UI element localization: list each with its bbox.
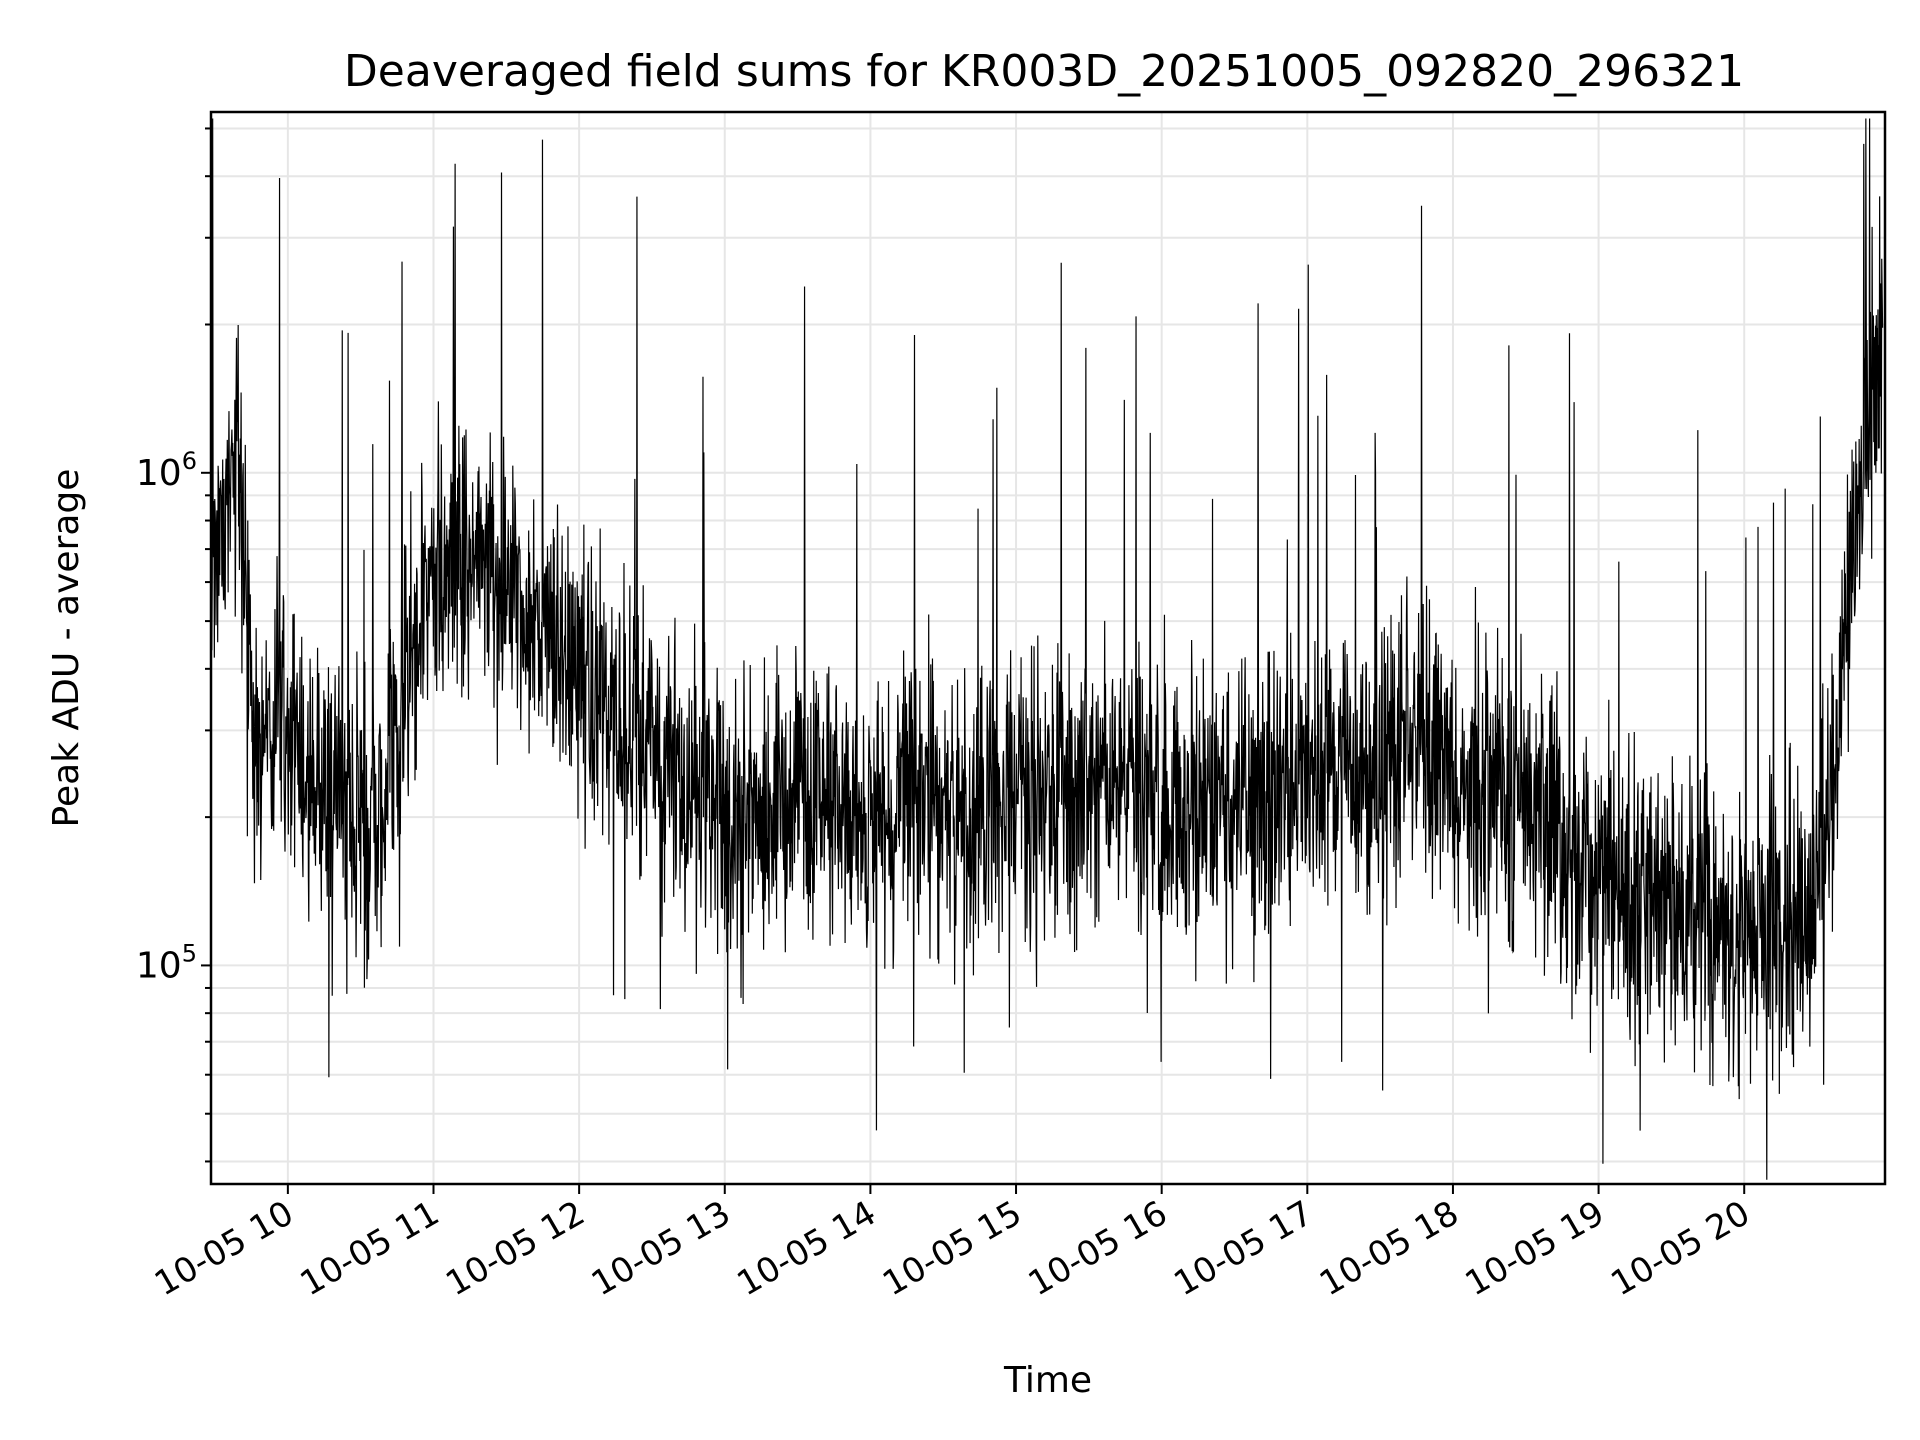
- y-axis-label: Peak ADU - average: [46, 469, 87, 828]
- plot-area: [210, 118, 1884, 1180]
- y-tick-label: 105: [136, 939, 197, 986]
- y-axis: 105 106: [136, 127, 211, 1163]
- plot-frame: [209, 110, 1887, 1186]
- y-tick-label: 106: [136, 447, 197, 494]
- series-line: [210, 118, 1884, 1180]
- x-axis-label: Time: [1003, 1360, 1092, 1401]
- grid: [211, 112, 1885, 1184]
- chart-title: Deaveraged field sums for KR003D_2025100…: [344, 46, 1744, 97]
